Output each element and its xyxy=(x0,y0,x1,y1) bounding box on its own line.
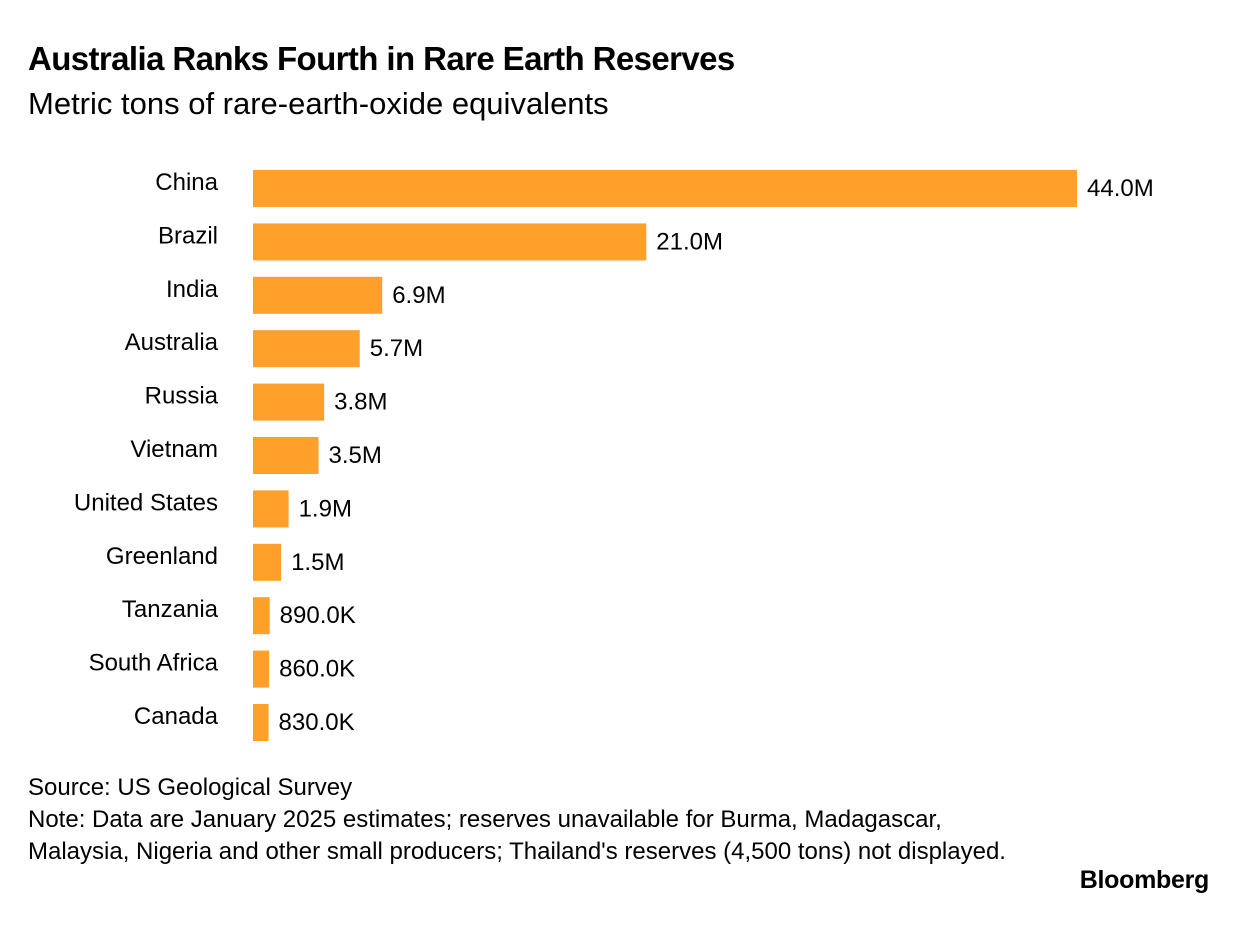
category-label: China xyxy=(155,169,218,196)
bar-chart: China 44.0M Brazil 21.0M India 6.9M Australia 5… xyxy=(74,169,1154,741)
bar xyxy=(253,490,289,528)
bar xyxy=(253,704,269,741)
value-label: 5.7M xyxy=(370,335,423,362)
value-label: 860.0K xyxy=(279,656,355,683)
source-text: Source: US Geological Survey xyxy=(28,774,353,801)
chart-title: Australia Ranks Fourth in Rare Earth Res… xyxy=(28,40,735,77)
value-label: 830.0K xyxy=(279,709,355,736)
bloomberg-logo: Bloomberg xyxy=(1079,866,1210,894)
bar xyxy=(253,597,270,635)
category-label: United States xyxy=(74,489,218,516)
category-label: Tanzania xyxy=(122,596,219,623)
note-text: Note: Data are January 2025 estimates; r… xyxy=(28,806,1006,865)
bar xyxy=(253,223,647,261)
category-label: South Africa xyxy=(89,650,219,677)
bar xyxy=(253,170,1077,207)
bar xyxy=(253,437,319,474)
category-label: Russia xyxy=(145,383,219,410)
bar xyxy=(253,383,325,421)
value-label: 44.0M xyxy=(1087,175,1154,202)
category-label: Canada xyxy=(134,703,219,730)
category-label: Brazil xyxy=(158,222,218,249)
category-label: Australia xyxy=(125,329,219,356)
value-label: 1.9M xyxy=(299,495,352,522)
chart-subtitle: Metric tons of rare-earth-oxide equivale… xyxy=(28,86,609,121)
value-label: 3.5M xyxy=(329,442,382,469)
value-label: 890.0K xyxy=(280,602,356,629)
value-label: 6.9M xyxy=(392,282,445,309)
category-label: Greenland xyxy=(106,543,218,570)
category-label: Vietnam xyxy=(130,436,218,463)
value-label: 3.8M xyxy=(334,389,387,416)
category-label: India xyxy=(166,276,219,303)
bar xyxy=(253,330,360,368)
bar xyxy=(253,276,383,314)
value-label: 21.0M xyxy=(656,228,723,255)
value-label: 1.5M xyxy=(291,549,344,576)
bar xyxy=(253,650,270,688)
chart-notes: Source: US Geological Survey Note: Data … xyxy=(28,772,1048,868)
bar xyxy=(253,543,282,581)
